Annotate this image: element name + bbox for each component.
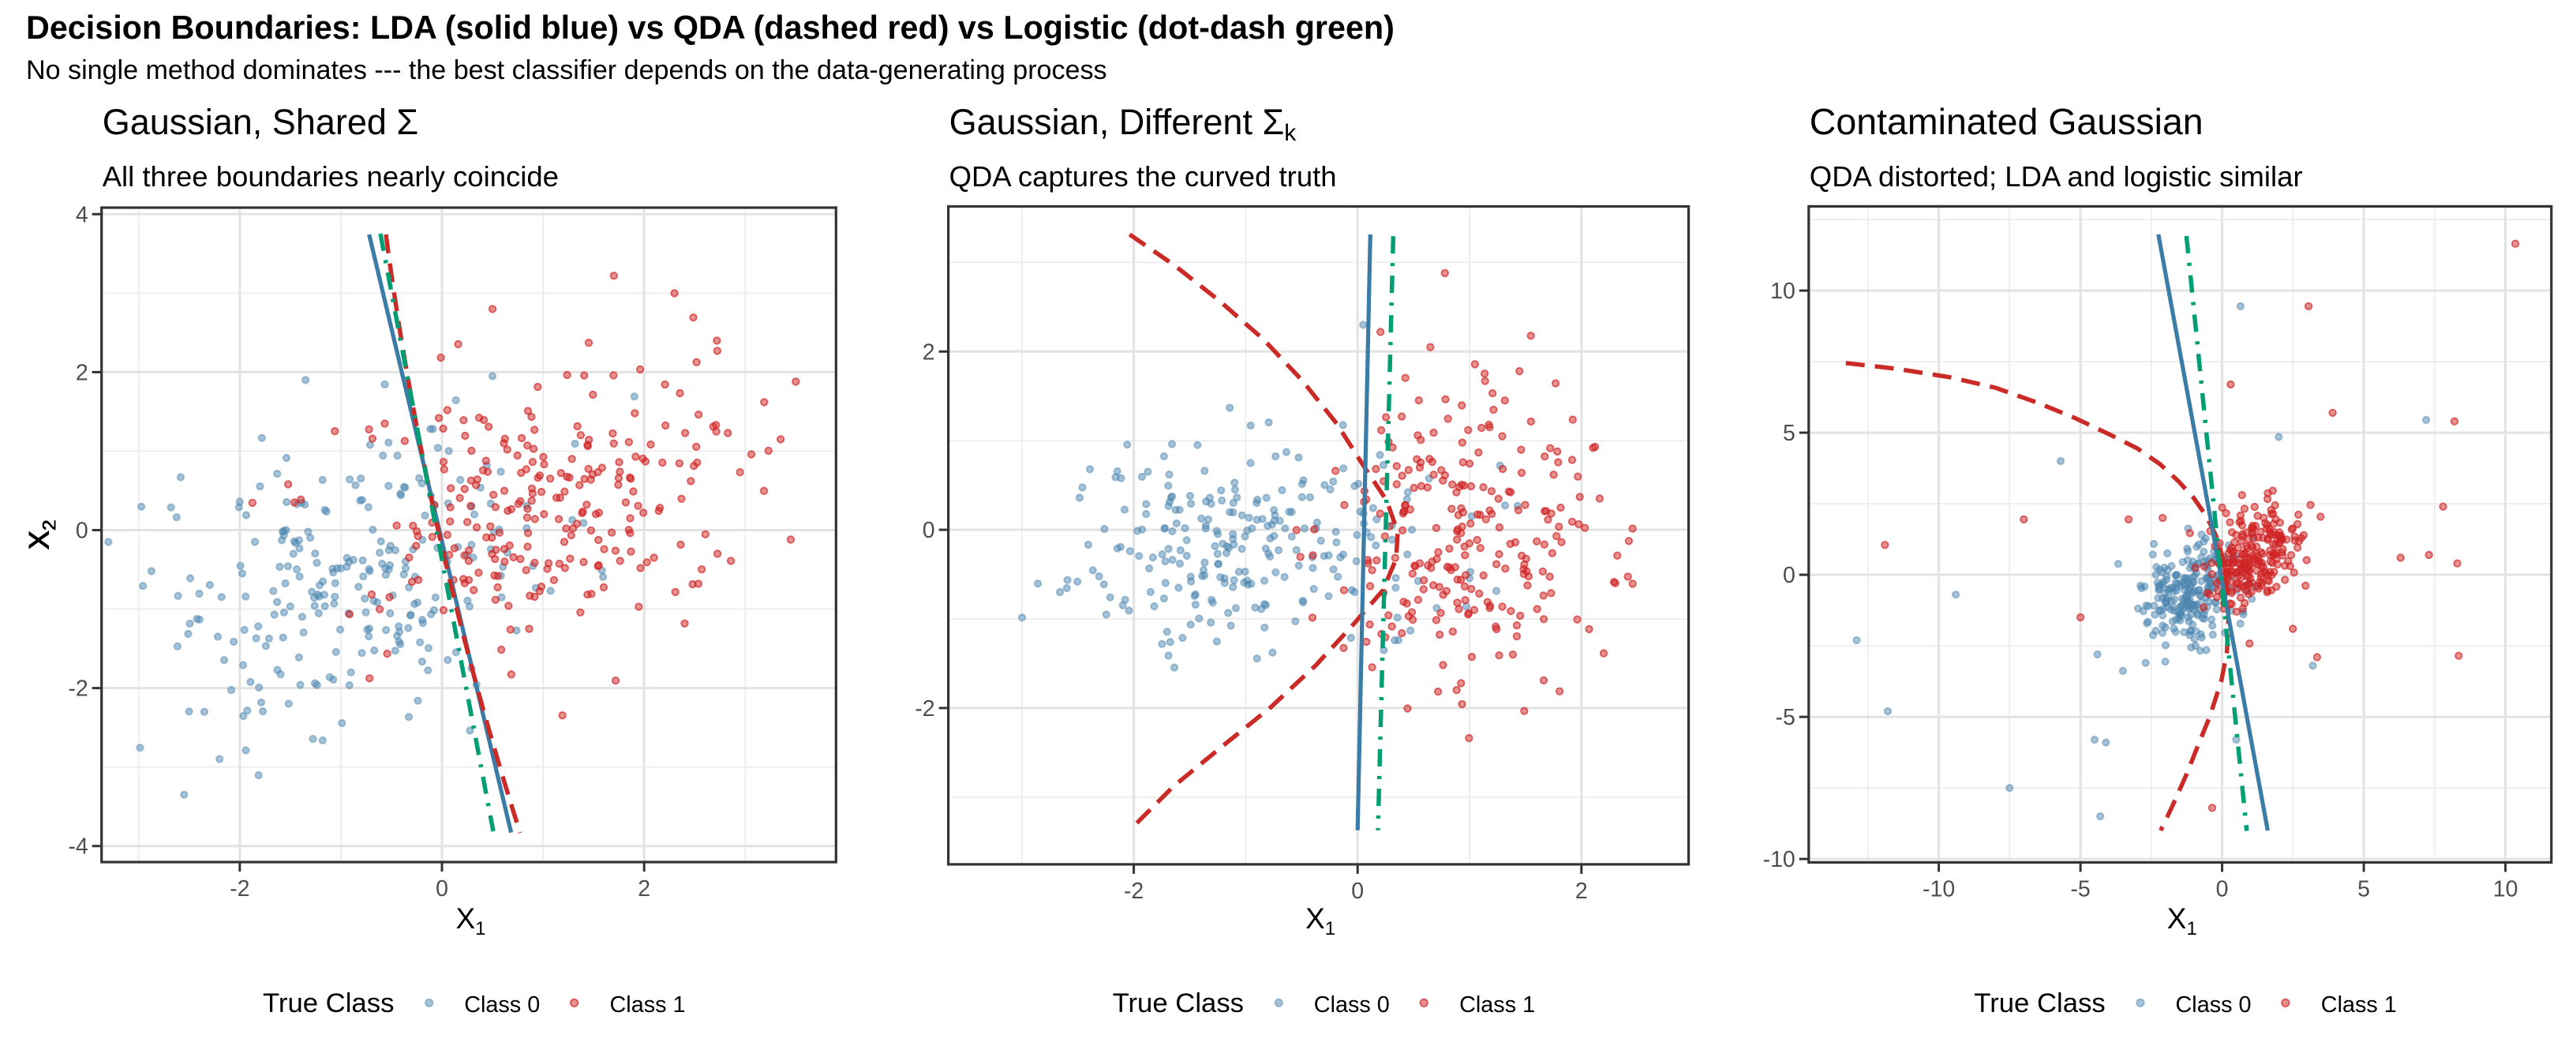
svg-text:0: 0 xyxy=(1783,563,1795,588)
svg-text:-5: -5 xyxy=(1775,705,1795,730)
svg-text:Gaussian, Different Σk: Gaussian, Different Σk xyxy=(949,102,1297,146)
svg-text:True Class: True Class xyxy=(1974,988,2105,1018)
svg-text:-2: -2 xyxy=(230,876,249,902)
svg-text:All three boundaries nearly co: All three boundaries nearly coincide xyxy=(103,160,559,193)
svg-text:-4: -4 xyxy=(68,834,88,860)
svg-text:2: 2 xyxy=(923,339,935,365)
svg-text:-2: -2 xyxy=(68,677,88,702)
svg-text:5: 5 xyxy=(1783,421,1795,446)
svg-text:QDA distorted; LDA and logisti: QDA distorted; LDA and logistic similar xyxy=(1810,160,2303,193)
svg-text:-2: -2 xyxy=(1124,879,1144,904)
svg-text:No single method dominates ---: No single method dominates --- the best … xyxy=(26,55,1107,85)
svg-text:Contaminated Gaussian: Contaminated Gaussian xyxy=(1810,101,2203,142)
svg-text:Class 0: Class 0 xyxy=(1314,992,1390,1018)
svg-text:0: 0 xyxy=(436,876,448,902)
svg-text:4: 4 xyxy=(76,202,88,227)
svg-text:0: 0 xyxy=(2216,876,2229,902)
svg-text:True Class: True Class xyxy=(263,988,394,1018)
svg-text:-2: -2 xyxy=(915,696,934,722)
svg-text:Decision Boundaries: LDA (soli: Decision Boundaries: LDA (solid blue) vs… xyxy=(26,9,1395,46)
svg-text:0: 0 xyxy=(1351,879,1364,904)
svg-text:QDA captures the curved truth: QDA captures the curved truth xyxy=(949,160,1337,193)
svg-text:-10: -10 xyxy=(1763,847,1795,872)
svg-text:Class 0: Class 0 xyxy=(2176,992,2252,1018)
svg-text:Class 1: Class 1 xyxy=(610,992,686,1018)
svg-text:-10: -10 xyxy=(1923,876,1955,902)
svg-text:10: 10 xyxy=(2493,876,2518,902)
svg-text:Class 0: Class 0 xyxy=(464,992,540,1018)
svg-text:10: 10 xyxy=(1770,279,1795,304)
svg-text:2: 2 xyxy=(1575,879,1588,904)
svg-text:0: 0 xyxy=(76,519,88,544)
svg-text:0: 0 xyxy=(923,518,935,543)
svg-text:Class 1: Class 1 xyxy=(2321,992,2397,1018)
svg-text:2: 2 xyxy=(638,876,650,902)
svg-text:Gaussian, Shared Σ: Gaussian, Shared Σ xyxy=(103,102,419,142)
svg-text:-5: -5 xyxy=(2070,876,2090,902)
svg-text:2: 2 xyxy=(76,360,88,385)
svg-text:True Class: True Class xyxy=(1113,988,1244,1018)
svg-text:5: 5 xyxy=(2357,876,2370,902)
svg-text:Class 1: Class 1 xyxy=(1459,992,1535,1018)
